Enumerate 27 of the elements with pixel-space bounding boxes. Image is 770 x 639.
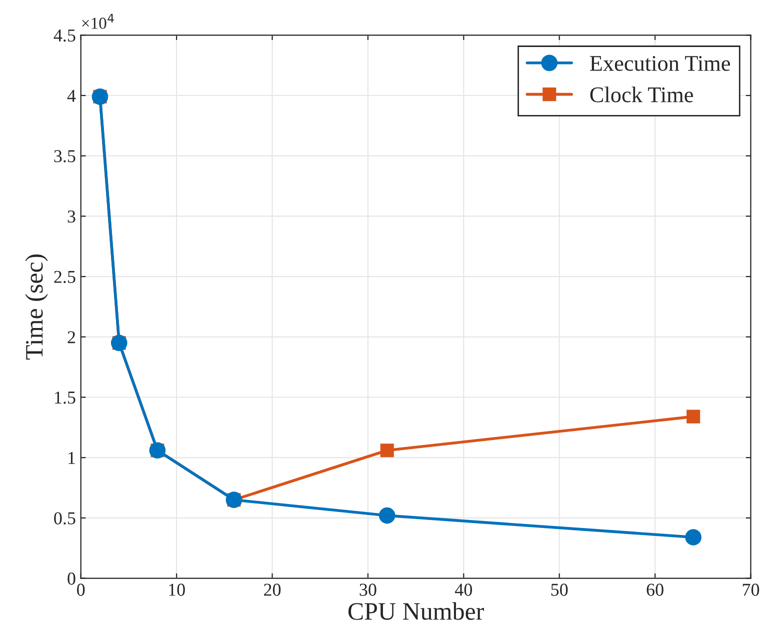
y-tick-label: 1 — [68, 452, 75, 464]
x-axis-title: CPU Number — [348, 602, 484, 620]
x-tick-label: 40 — [454, 584, 472, 596]
y-tick-label: 4 — [67, 90, 76, 102]
y-axis-title: Time (sec) — [25, 254, 48, 360]
point — [380, 444, 394, 458]
y-tick-label: 3.5 — [54, 150, 76, 162]
point — [378, 507, 396, 524]
x-tick-label: 30 — [360, 584, 376, 596]
y-tick-label: 3 — [68, 210, 76, 223]
x-tick-label: 10 — [169, 584, 185, 596]
point — [685, 529, 702, 546]
x-tick-label: 50 — [551, 584, 568, 596]
point — [686, 410, 700, 424]
y-tick-label: 0 — [68, 572, 76, 585]
legend-label: Execution Time — [590, 56, 730, 71]
y-tick-label: 1.5 — [55, 392, 76, 404]
text: ×10$^{4}$ — [82, 14, 114, 29]
x-tick-label: 20 — [264, 584, 281, 596]
y-tick-label: 2 — [68, 331, 75, 344]
x-tick-label: 70 — [742, 584, 760, 596]
x-tick-label: 60 — [646, 584, 664, 596]
legend-label: Clock Time — [590, 86, 693, 102]
x-tick-label: 0 — [77, 584, 85, 596]
y-tick-label: 2.5 — [54, 270, 76, 284]
y-tick-label: 0.5 — [54, 512, 76, 524]
y-tick-label: 4.5 — [54, 30, 76, 42]
